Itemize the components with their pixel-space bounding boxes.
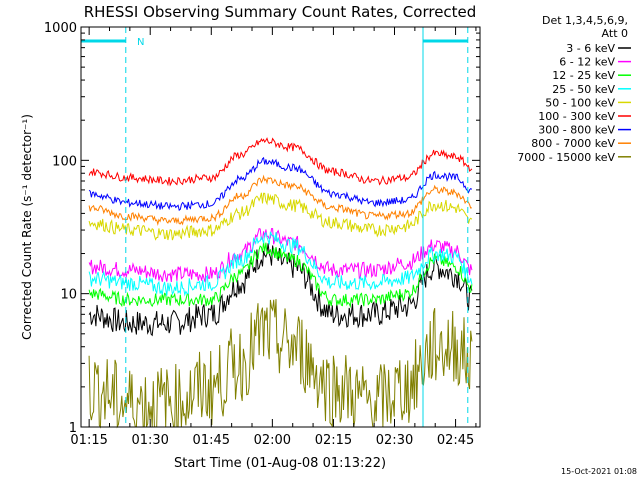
series-traces [88,137,473,429]
night-markers [81,27,469,427]
x-tick-label: 01:15 [70,433,107,448]
legend-label: 25 - 50 keV [552,83,615,96]
legend-label: 3 - 6 keV [566,42,615,55]
legend-label: 7000 - 15000 keV [517,151,615,164]
legend-label: 6 - 12 keV [559,56,615,69]
x-axis: 01:15 01:30 01:45 02:00 02:15 02:30 02:45 [70,27,477,448]
legend-header-1: Det 1,3,4,5,6,9, [542,14,628,27]
y-axis: 1 10 100 1000 [44,21,480,436]
series-line [88,299,473,429]
timestamp: 15-Oct-2021 01:08 [561,467,637,476]
legend-label: 100 - 300 keV [538,110,615,123]
series-line [88,174,472,226]
x-tick-label: 02:45 [437,433,474,448]
legend-label: 50 - 100 keV [545,96,615,109]
series-line [88,156,473,211]
legend-label: 300 - 800 keV [538,124,615,137]
y-tick-label: 100 [52,154,77,169]
x-tick-label: 02:00 [254,433,291,448]
plot-frame [80,26,481,428]
x-tick-label: 02:15 [315,433,352,448]
legend-header-2: Att 0 [602,27,628,40]
x-tick-label: 01:30 [131,433,168,448]
legend-label: 800 - 7000 keV [531,137,615,150]
x-tick-label: 01:45 [193,433,230,448]
y-axis-label: Corrected Count Rate (s⁻¹ detector⁻¹) [20,114,34,340]
y-tick-label: 1000 [44,21,77,36]
x-tick-label: 02:30 [376,433,413,448]
series-line [88,241,473,309]
legend-label: 12 - 25 keV [552,69,615,82]
series-line [88,137,473,187]
series-line [88,231,473,297]
y-tick-label: 1 [69,421,77,436]
chart-title: RHESSI Observing Summary Count Rates, Co… [84,3,477,21]
series-line [88,192,473,241]
night-marker-label: N [137,37,144,48]
x-axis-label: Start Time (01-Aug-08 01:13:22) [174,456,386,471]
y-tick-label: 10 [60,288,77,303]
